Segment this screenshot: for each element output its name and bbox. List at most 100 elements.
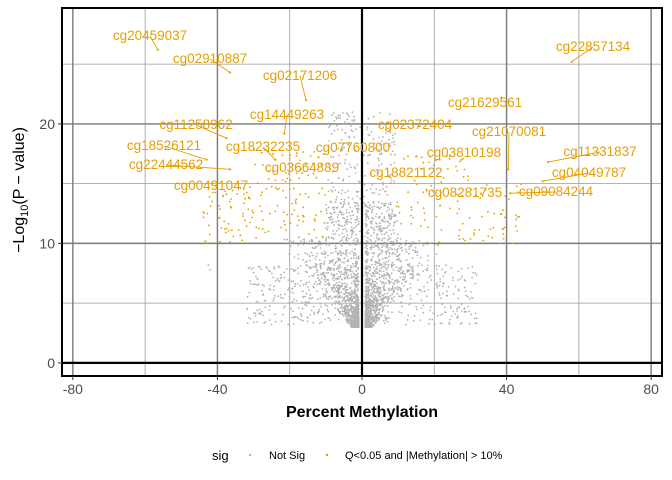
- point-sig: [308, 233, 310, 236]
- point-not-sig: [388, 287, 390, 290]
- point-not-sig: [378, 217, 381, 220]
- point-not-sig: [389, 176, 392, 179]
- point-not-sig: [385, 274, 388, 277]
- point-not-sig: [383, 216, 386, 218]
- point-sig: [203, 212, 206, 214]
- point-not-sig: [325, 243, 328, 246]
- point-not-sig: [387, 279, 390, 282]
- point-label: cg22857134: [556, 39, 631, 54]
- point-not-sig: [389, 241, 392, 244]
- point-not-sig: [390, 272, 393, 274]
- point-sig: [413, 179, 416, 182]
- point-not-sig: [351, 197, 354, 200]
- point-not-sig: [324, 280, 327, 283]
- point-not-sig: [287, 288, 289, 291]
- point-not-sig: [391, 266, 393, 269]
- point-sig: [515, 185, 518, 188]
- point-not-sig: [320, 252, 323, 255]
- point-not-sig: [439, 322, 442, 324]
- point-not-sig: [389, 229, 392, 232]
- point-not-sig: [328, 284, 330, 287]
- point-not-sig: [419, 256, 422, 259]
- point-not-sig: [273, 297, 275, 300]
- point-not-sig: [290, 268, 293, 271]
- point-not-sig: [354, 319, 357, 321]
- point-not-sig: [337, 265, 340, 268]
- point-not-sig: [248, 291, 251, 294]
- point-sig: [280, 226, 282, 229]
- point-not-sig: [341, 129, 344, 131]
- point-not-sig: [337, 276, 340, 278]
- point-not-sig: [342, 315, 345, 317]
- point-not-sig: [347, 258, 350, 261]
- point-not-sig: [385, 257, 388, 259]
- point-not-sig: [388, 217, 391, 220]
- point-not-sig: [339, 162, 341, 165]
- point-not-sig: [399, 272, 402, 275]
- point-not-sig: [338, 271, 341, 274]
- point-not-sig: [387, 259, 390, 262]
- point-not-sig: [376, 305, 379, 308]
- point-not-sig: [322, 313, 324, 316]
- point-not-sig: [335, 221, 337, 223]
- point-not-sig: [299, 284, 302, 287]
- point-sig: [281, 154, 284, 157]
- label-leader-line: [262, 146, 276, 161]
- x-tick-label: -40: [207, 381, 227, 397]
- y-tick-label: 10: [39, 235, 55, 251]
- point-not-sig: [337, 258, 340, 260]
- point-not-sig: [365, 287, 367, 289]
- point-not-sig: [327, 279, 330, 282]
- point-sig: [288, 172, 290, 175]
- label-leader-line: [571, 46, 594, 63]
- point-not-sig: [395, 205, 398, 208]
- point-not-sig: [368, 318, 371, 321]
- point-not-sig: [378, 226, 381, 229]
- point-not-sig: [349, 266, 352, 268]
- point-sig: [256, 182, 259, 185]
- point-not-sig: [330, 272, 332, 275]
- point-not-sig: [299, 313, 302, 315]
- point-not-sig: [353, 274, 356, 277]
- point-not-sig: [385, 319, 387, 321]
- point-not-sig: [367, 291, 370, 294]
- point-not-sig: [327, 178, 329, 181]
- point-not-sig: [329, 266, 332, 269]
- point-not-sig: [353, 301, 356, 303]
- point-not-sig: [283, 238, 286, 241]
- point-not-sig: [379, 224, 382, 227]
- point-not-sig: [287, 323, 290, 326]
- point-not-sig: [341, 149, 343, 152]
- point-not-sig: [273, 285, 275, 287]
- point-sig: [295, 198, 298, 201]
- point-not-sig: [308, 297, 311, 299]
- point-not-sig: [354, 308, 357, 311]
- point-not-sig: [358, 181, 361, 184]
- point-not-sig: [354, 276, 357, 279]
- point-not-sig: [328, 167, 331, 170]
- point-not-sig: [347, 190, 350, 192]
- point-not-sig: [255, 300, 258, 303]
- point-not-sig: [354, 310, 357, 313]
- point-not-sig: [335, 290, 337, 292]
- point-not-sig: [356, 191, 359, 194]
- point-not-sig: [382, 220, 384, 223]
- point-not-sig: [352, 280, 355, 282]
- point-not-sig: [348, 163, 351, 166]
- point-not-sig: [369, 273, 372, 276]
- point-not-sig: [337, 293, 340, 295]
- point-sig: [478, 229, 481, 231]
- point-not-sig: [386, 297, 389, 299]
- point-not-sig: [345, 153, 348, 156]
- point-not-sig: [356, 260, 358, 263]
- point-sig: [289, 222, 292, 225]
- point-not-sig: [372, 309, 375, 312]
- point-not-sig: [390, 297, 393, 299]
- point-not-sig: [349, 317, 351, 319]
- point-not-sig: [384, 243, 386, 245]
- point-not-sig: [378, 136, 380, 139]
- point-not-sig: [427, 289, 430, 291]
- point-not-sig: [383, 233, 386, 236]
- point-not-sig: [468, 322, 471, 325]
- point-not-sig: [352, 265, 355, 268]
